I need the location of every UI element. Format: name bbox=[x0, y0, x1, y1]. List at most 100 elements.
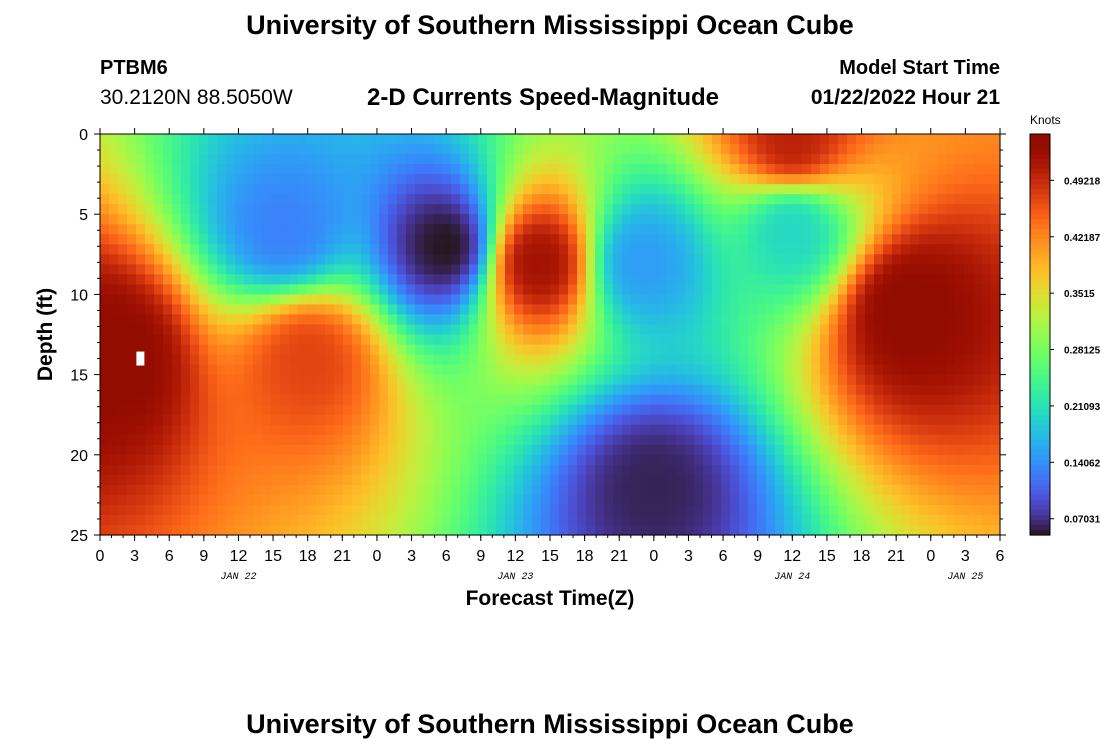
heatmap-cell bbox=[100, 474, 110, 486]
heatmap-cell bbox=[505, 254, 515, 265]
heatmap-cell bbox=[550, 244, 560, 255]
heatmap-cell bbox=[109, 274, 119, 285]
heatmap-cell bbox=[604, 174, 614, 185]
heatmap-cell bbox=[514, 154, 524, 165]
heatmap-cell bbox=[721, 234, 731, 245]
heatmap-cell bbox=[667, 314, 677, 326]
heatmap-cell bbox=[586, 244, 596, 255]
heatmap-cell bbox=[235, 474, 245, 486]
heatmap-cell bbox=[874, 254, 884, 265]
heatmap-cell bbox=[748, 344, 758, 356]
heatmap-cell bbox=[424, 144, 434, 155]
heatmap-cell bbox=[712, 444, 722, 456]
heatmap-cell bbox=[334, 424, 344, 436]
heatmap-cell bbox=[982, 404, 992, 416]
heatmap-cell bbox=[595, 344, 605, 356]
heatmap-cell bbox=[586, 284, 596, 296]
heatmap-cell bbox=[280, 514, 290, 526]
x-tick-label: 15 bbox=[541, 548, 559, 565]
heatmap-cell bbox=[982, 284, 992, 296]
heatmap-cell bbox=[226, 244, 236, 255]
heatmap-cell bbox=[379, 134, 389, 145]
heatmap-cell bbox=[280, 214, 290, 225]
heatmap-cell bbox=[262, 514, 272, 526]
heatmap-cell bbox=[667, 244, 677, 255]
heatmap-cell bbox=[334, 254, 344, 265]
heatmap-cell bbox=[559, 334, 569, 346]
heatmap-cell bbox=[613, 414, 623, 426]
heatmap-cell bbox=[478, 424, 488, 436]
colorbar-segment bbox=[1030, 439, 1050, 446]
heatmap-cell bbox=[523, 314, 533, 326]
heatmap-cell bbox=[919, 134, 929, 145]
heatmap-cell bbox=[640, 384, 650, 396]
heatmap-cell bbox=[460, 224, 470, 235]
heatmap-cell bbox=[262, 504, 272, 516]
heatmap-cell bbox=[991, 424, 1001, 436]
heatmap-cell bbox=[865, 404, 875, 416]
heatmap-cell bbox=[622, 244, 632, 255]
heatmap-cell bbox=[937, 164, 947, 175]
heatmap-cell bbox=[442, 494, 452, 506]
heatmap-cell bbox=[145, 454, 155, 466]
heatmap-cell bbox=[145, 524, 155, 536]
heatmap-cell bbox=[226, 384, 236, 396]
heatmap-cell bbox=[802, 484, 812, 496]
heatmap-cell bbox=[460, 374, 470, 386]
heatmap-cell bbox=[613, 514, 623, 526]
heatmap-cell bbox=[181, 494, 191, 506]
heatmap-cell bbox=[370, 474, 380, 486]
heatmap-cell bbox=[874, 394, 884, 406]
heatmap-cell bbox=[505, 344, 515, 356]
heatmap-cell bbox=[766, 474, 776, 486]
heatmap-cell bbox=[595, 204, 605, 215]
heatmap-cell bbox=[712, 344, 722, 356]
heatmap-cell bbox=[316, 284, 326, 296]
heatmap-cell bbox=[892, 324, 902, 336]
heatmap-cell bbox=[343, 234, 353, 245]
heatmap-cell bbox=[559, 254, 569, 265]
heatmap-cell bbox=[910, 434, 920, 446]
heatmap-cell bbox=[343, 394, 353, 406]
heatmap-cell bbox=[172, 284, 182, 296]
heatmap-cell bbox=[325, 354, 335, 366]
heatmap-cell bbox=[253, 504, 263, 516]
heatmap-cell bbox=[802, 344, 812, 356]
heatmap-cell bbox=[199, 144, 209, 155]
heatmap-cell bbox=[541, 154, 551, 165]
heatmap-cell bbox=[469, 304, 479, 316]
heatmap-cell bbox=[334, 194, 344, 205]
heatmap-cell bbox=[109, 364, 119, 376]
heatmap-cell bbox=[649, 234, 659, 245]
heatmap-cell bbox=[955, 164, 965, 175]
heatmap-cell bbox=[307, 244, 317, 255]
heatmap-cell bbox=[487, 274, 497, 285]
heatmap-cell bbox=[145, 414, 155, 426]
colorbar-segment bbox=[1030, 479, 1050, 486]
heatmap-cell bbox=[829, 204, 839, 215]
heatmap-cell bbox=[406, 194, 416, 205]
heatmap-cell bbox=[352, 504, 362, 516]
heatmap-cell bbox=[703, 194, 713, 205]
heatmap-cell bbox=[649, 434, 659, 446]
heatmap-cell bbox=[703, 384, 713, 396]
heatmap-cell bbox=[631, 444, 641, 456]
heatmap-cell bbox=[757, 354, 767, 366]
heatmap-cell bbox=[163, 394, 173, 406]
heatmap-cell bbox=[739, 474, 749, 486]
heatmap-cell bbox=[802, 184, 812, 195]
heatmap-cell bbox=[748, 494, 758, 506]
heatmap-cell bbox=[442, 444, 452, 456]
heatmap-cell bbox=[811, 404, 821, 416]
heatmap-cell bbox=[289, 384, 299, 396]
colorbar-segment bbox=[1030, 299, 1050, 306]
heatmap-cell bbox=[109, 334, 119, 346]
heatmap-cell bbox=[505, 214, 515, 225]
heatmap-cell bbox=[928, 354, 938, 366]
heatmap-cell bbox=[856, 264, 866, 275]
colorbar-segment bbox=[1030, 449, 1050, 456]
heatmap-cell bbox=[577, 214, 587, 225]
heatmap-cell bbox=[523, 454, 533, 466]
heatmap-cell bbox=[901, 244, 911, 255]
heatmap-cell bbox=[667, 394, 677, 406]
